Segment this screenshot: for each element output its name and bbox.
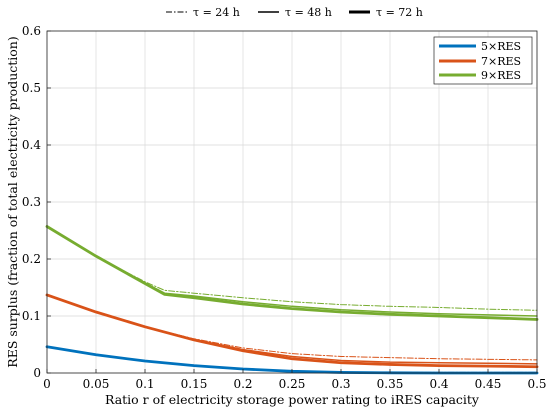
legend-tau-24-label: τ = 24 h bbox=[193, 6, 240, 19]
legend-series: 5×RES 7×RES 9×RES bbox=[433, 36, 533, 85]
y-tick-label: 0.2 bbox=[22, 252, 41, 266]
y-axis-title: RES surplus (fraction of total electrici… bbox=[5, 36, 20, 367]
x-tick-label: 0.35 bbox=[377, 377, 404, 391]
x-tick-label: 0.5 bbox=[527, 377, 546, 391]
y-tick-label: 0.4 bbox=[22, 138, 41, 152]
y-tick-label: 0 bbox=[33, 366, 41, 380]
series-line-9xres-tau-48h bbox=[46, 225, 538, 317]
x-tick-label: 0.05 bbox=[83, 377, 110, 391]
y-axis-ticks: 0 0.1 0.2 0.3 0.4 0.5 0.6 bbox=[22, 24, 51, 380]
legend-9xres-label: 9×RES bbox=[481, 69, 521, 82]
x-tick-label: 0 bbox=[43, 377, 51, 391]
legend-tau-48-label: τ = 48 h bbox=[285, 6, 332, 19]
y-tick-label: 0.6 bbox=[22, 24, 41, 38]
x-tick-label: 0.15 bbox=[181, 377, 208, 391]
x-tick-label: 0.2 bbox=[233, 377, 252, 391]
y-tick-label: 0.5 bbox=[22, 81, 41, 95]
legend-tau-72-label: τ = 72 h bbox=[376, 6, 423, 19]
x-axis-ticks: 0 0.05 0.1 0.15 0.2 0.25 0.3 0.35 0.4 0.45 0.5 bbox=[43, 369, 547, 391]
legend-tau: τ = 24 h τ = 48 h τ = 72 h bbox=[166, 6, 423, 19]
x-axis-title: Ratio r of electricity storage power rat… bbox=[105, 392, 480, 407]
y-tick-label: 0.1 bbox=[22, 309, 41, 323]
x-tick-label: 0.25 bbox=[279, 377, 306, 391]
series-line-7xres-tau-24h bbox=[46, 294, 538, 361]
legend-5xres-label: 5×RES bbox=[481, 40, 521, 53]
x-tick-label: 0.1 bbox=[135, 377, 154, 391]
x-tick-label: 0.4 bbox=[429, 377, 448, 391]
x-tick-label: 0.45 bbox=[475, 377, 502, 391]
legend-7xres-label: 7×RES bbox=[481, 55, 521, 68]
series-line-9xres-tau-24h bbox=[46, 226, 538, 311]
y-tick-label: 0.3 bbox=[22, 195, 41, 209]
x-tick-label: 0.3 bbox=[331, 377, 350, 391]
